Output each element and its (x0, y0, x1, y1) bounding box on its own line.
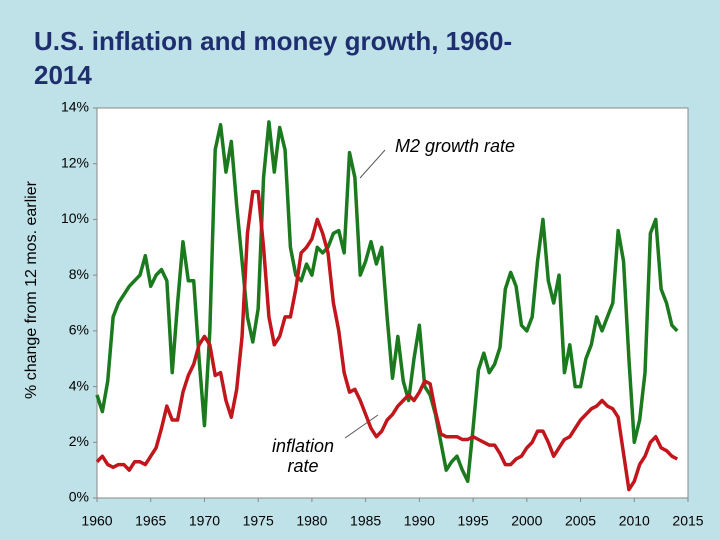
x-tick-label: 1975 (243, 513, 274, 529)
y-tick-label: 2% (69, 433, 89, 449)
x-tick-label: 1960 (81, 513, 112, 529)
leader-line (344, 414, 379, 439)
x-tick-label: 2010 (619, 513, 650, 529)
y-tick-label: 12% (61, 154, 89, 170)
y-tick-label: 0% (69, 489, 89, 505)
y-tick-label: 8% (69, 266, 89, 282)
series-annotation: M2 growth rate (394, 136, 516, 156)
x-tick-label: 1965 (135, 513, 166, 529)
leader-line (359, 149, 386, 179)
series-annotation: inflation rate (271, 436, 335, 476)
series-line (95, 189, 679, 492)
x-tick-label: 1970 (189, 513, 220, 529)
series-line (95, 120, 679, 484)
x-tick-label: 2000 (511, 513, 542, 529)
x-tick-label: 1990 (404, 513, 435, 529)
y-tick-label: 4% (69, 377, 89, 393)
y-tick-label: 14% (61, 99, 89, 115)
x-tick-label: 1985 (350, 513, 381, 529)
plot-area (96, 107, 689, 499)
x-tick-label: 2015 (672, 513, 703, 529)
chart-title: U.S. inflation and money growth, 1960-20… (34, 26, 513, 90)
y-tick-label: 6% (69, 322, 89, 338)
x-tick-label: 2005 (565, 513, 596, 529)
y-tick-label: 10% (61, 210, 89, 226)
y-axis-label: % change from 12 mos. earlier (23, 180, 40, 399)
x-tick-label: 1980 (296, 513, 327, 529)
x-tick-label: 1995 (458, 513, 489, 529)
